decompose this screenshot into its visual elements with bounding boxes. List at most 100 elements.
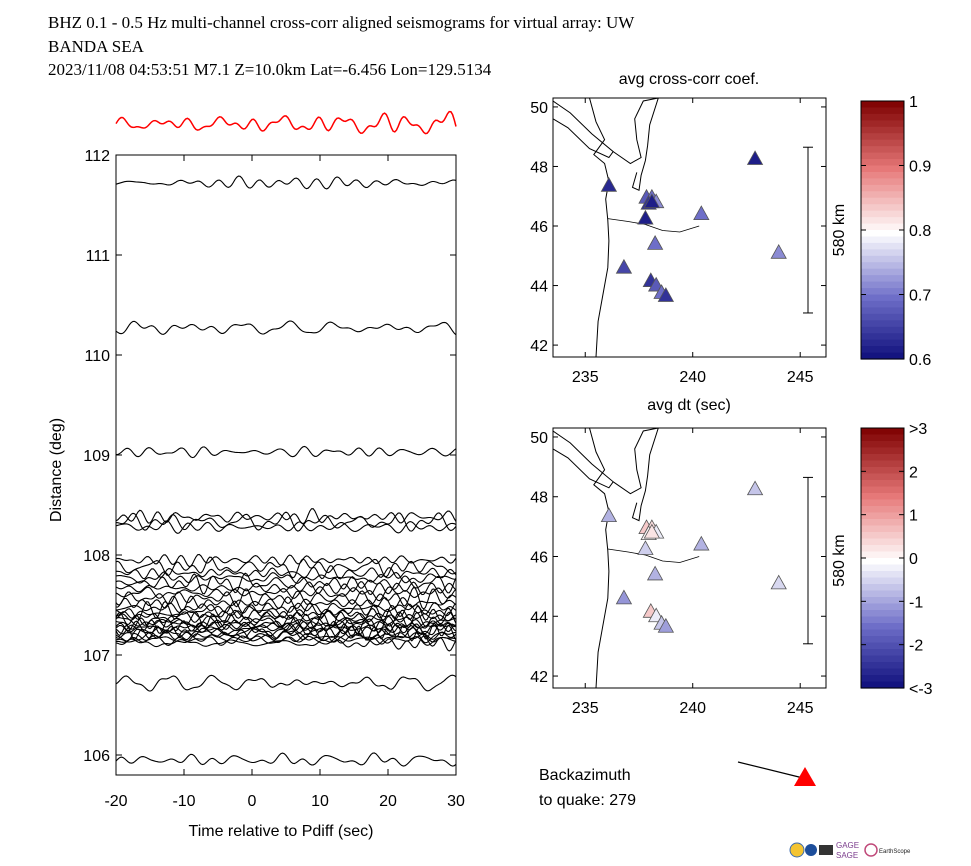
station-triangle [693, 535, 710, 551]
seismogram-trace [115, 611, 457, 629]
colorbar-segment [861, 139, 904, 147]
colorbar-segment [861, 590, 904, 598]
station-triangle [657, 287, 675, 302]
seismogram-trace [115, 175, 457, 190]
header-line2: BANDA SEA [48, 37, 145, 56]
colorbar-segment [861, 230, 904, 238]
colorbar-segment [861, 113, 904, 121]
colorbar-segment [861, 333, 904, 341]
map-x-tick-label: 240 [679, 700, 706, 717]
map-x-tick-label: 240 [679, 369, 706, 386]
seismogram-trace [115, 586, 457, 610]
colorbar-segment [861, 564, 904, 572]
colorbar-segment [861, 584, 904, 592]
seismogram-trace [115, 595, 457, 612]
colorbar-segment [861, 184, 904, 192]
colorbar-segment [861, 532, 904, 540]
station-triangle [657, 617, 675, 633]
colorbar-segment [861, 268, 904, 276]
colorbar-segment [861, 146, 904, 154]
seismogram-trace [115, 320, 457, 336]
colorbar-segment [861, 486, 904, 494]
nsf-logo-icon [789, 842, 805, 858]
map-x-tick-label: 245 [787, 369, 814, 386]
colorbar-segment [861, 242, 904, 250]
colorbar-segment [861, 538, 904, 546]
colorbar-segment [861, 300, 904, 308]
colorbar-segment [861, 339, 904, 347]
scale-bar-label: 580 km [831, 534, 848, 586]
seismogram-trace [115, 553, 457, 568]
colorbar-segment [861, 649, 904, 657]
colorbar-segment [861, 558, 904, 566]
cross-corr-colorbar: 1 0.9 0.8 0.7 0.6 [860, 94, 931, 369]
map-y-tick-label: 50 [530, 430, 548, 447]
colorbar-segment [861, 577, 904, 585]
colorbar-segment [861, 545, 904, 553]
dt-colorbar: >3 2 1 0 -1 -2 <-3 [860, 421, 933, 698]
colorbar-segment [861, 313, 904, 321]
backazimuth-value: to quake: 279 [539, 792, 636, 809]
station-triangle [646, 565, 664, 581]
colorbar-label: 0.7 [909, 288, 931, 305]
seismogram-x-ticks: -20 -10 0 10 20 30 [104, 155, 465, 810]
colorbar-segment [861, 326, 904, 334]
colorbar-segment [861, 525, 904, 533]
colorbar-segment [861, 101, 904, 109]
seismogram-x-label: Time relative to Pdiff (sec) [189, 823, 374, 840]
colorbar-segment [861, 262, 904, 270]
station-triangle [646, 235, 664, 250]
y-tick-label: 108 [83, 548, 110, 565]
colorbar-segment [861, 210, 904, 218]
colorbar-segment [861, 223, 904, 231]
colorbar-segment [861, 320, 904, 328]
x-tick-label: 30 [447, 793, 465, 810]
earthscope-logo-text: EarthScope [879, 849, 911, 855]
seismogram-trace [115, 556, 457, 579]
colorbar-segment [861, 551, 904, 559]
seismogram-trace [115, 752, 457, 767]
colorbar-segment [861, 133, 904, 141]
colorbar-label: <-3 [909, 681, 933, 698]
colorbar-segment [861, 668, 904, 676]
station-triangle [600, 176, 618, 192]
colorbar-segment [861, 197, 904, 205]
colorbar-segment [861, 519, 904, 527]
gage-logo-text: GAGE [836, 841, 859, 850]
seismogram-trace [116, 565, 457, 580]
colorbar-label: 1 [909, 94, 918, 111]
colorbar-label: 1 [909, 508, 918, 525]
backazimuth-label: Backazimuth [539, 767, 631, 784]
dt-map: 235 240 245 42 44 46 48 50 580 km [530, 427, 848, 717]
station-triangle [615, 589, 633, 605]
seismogram-y-ticks: 106 107 108 109 110 111 112 [83, 148, 456, 765]
map-x-tick-label: 235 [572, 369, 599, 386]
station-triangle [643, 193, 661, 209]
colorbar-segment [861, 288, 904, 296]
colorbar-segment [861, 236, 904, 244]
seismogram-trace [115, 631, 457, 644]
seismogram-traces [115, 175, 457, 767]
map-frame [552, 97, 827, 358]
colorbar-segment [861, 675, 904, 683]
colorbar-label: -2 [909, 638, 923, 655]
colorbar-segment [861, 610, 904, 618]
colorbar-label: 0 [909, 551, 918, 568]
scale-bar-label: 580 km [831, 204, 848, 256]
station-triangle [637, 209, 654, 225]
station-triangle [600, 507, 618, 523]
colorbar-label: 2 [909, 464, 918, 481]
colorbar-segment [861, 571, 904, 579]
colorbar-segment [861, 346, 904, 354]
seismogram-trace [115, 520, 457, 534]
map-y-tick-label: 44 [530, 609, 548, 626]
backazimuth-arrow-line [737, 761, 804, 779]
y-tick-label: 107 [83, 648, 110, 665]
seismogram-trace [115, 609, 457, 624]
station-triangle [746, 150, 764, 165]
seismogram-trace [115, 674, 457, 692]
river-outline [607, 218, 700, 233]
colorbar-label: 0.9 [909, 159, 931, 176]
seismogram-trace [115, 600, 457, 615]
colorbar-segment [861, 275, 904, 283]
